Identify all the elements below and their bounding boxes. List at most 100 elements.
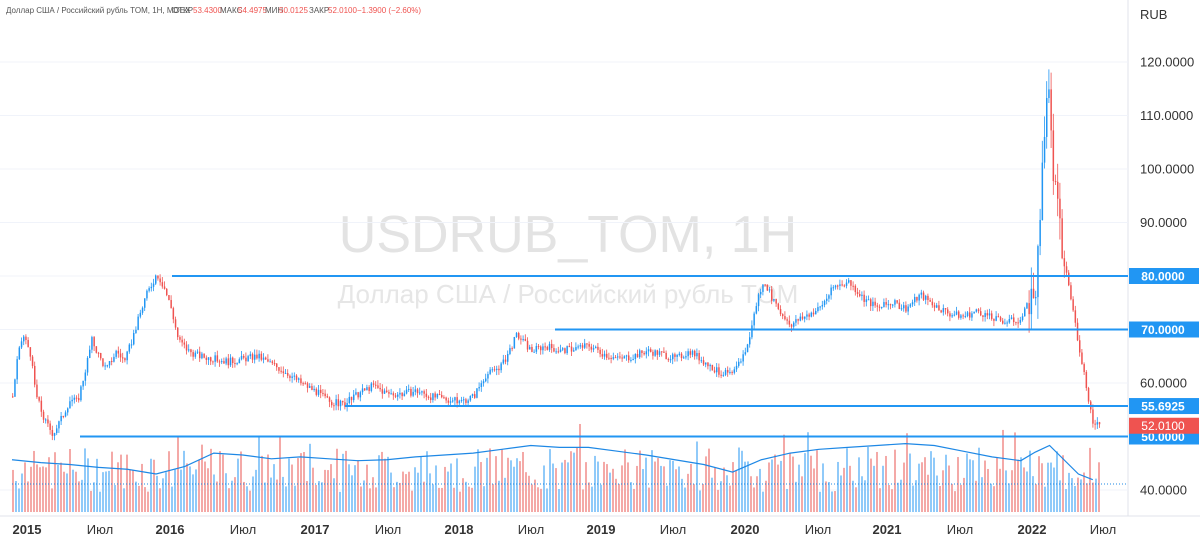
candle-body xyxy=(135,329,137,334)
volume-bar xyxy=(660,465,662,512)
candle-body xyxy=(284,373,287,375)
volume-bar xyxy=(846,448,848,512)
volume-bar xyxy=(309,443,311,512)
time-tick-label: Июл xyxy=(805,522,831,537)
volume-bar xyxy=(747,461,749,512)
price-tick-label: 40.0000 xyxy=(1140,483,1187,498)
volume-bar xyxy=(306,481,308,512)
candle-body xyxy=(515,333,518,338)
candle-body xyxy=(315,388,318,395)
volume-bar xyxy=(1068,472,1070,512)
candle-body xyxy=(672,354,674,360)
volume-bar xyxy=(375,487,377,512)
candle-body xyxy=(179,337,181,340)
volume-bar xyxy=(951,483,953,512)
candle-body xyxy=(337,399,340,407)
candle-body xyxy=(214,355,216,362)
candle-body xyxy=(909,304,912,307)
candle-body xyxy=(887,304,890,306)
volume-bar xyxy=(873,465,875,512)
candle-body xyxy=(586,343,588,345)
volume-bar xyxy=(1050,462,1052,512)
candle-body xyxy=(504,359,507,362)
volume-bar xyxy=(363,480,365,512)
volume-bar xyxy=(756,476,758,512)
candle-body xyxy=(720,374,722,376)
candle-body xyxy=(597,346,599,350)
candle-body xyxy=(841,284,843,286)
candle-body xyxy=(700,360,703,362)
candle-body xyxy=(905,305,907,312)
candle-body xyxy=(432,393,434,401)
volume-bar xyxy=(138,485,140,512)
time-tick-label: Июл xyxy=(87,522,113,537)
candle-body xyxy=(124,358,126,361)
volume-bar xyxy=(651,450,653,512)
candle-body xyxy=(900,308,903,310)
volume-bar xyxy=(1044,486,1046,512)
candle-body xyxy=(300,378,302,384)
volume-bar xyxy=(930,451,932,512)
candle-body xyxy=(632,358,634,360)
volume-bar xyxy=(942,470,944,512)
volume-bar xyxy=(978,447,980,512)
candle-body xyxy=(91,337,93,350)
candle-body xyxy=(744,352,747,355)
candle-body xyxy=(876,305,879,307)
candle-body xyxy=(579,345,582,347)
candle-body xyxy=(955,311,958,315)
candle-body xyxy=(359,392,362,398)
volume-bar xyxy=(627,462,629,512)
candle-body xyxy=(155,275,157,284)
candle-body xyxy=(309,386,311,388)
candle-body xyxy=(698,352,700,361)
candle-body xyxy=(1021,316,1024,320)
volume-bar xyxy=(999,468,1001,512)
candle-body xyxy=(964,315,967,317)
candle-body xyxy=(966,312,969,316)
volume-bar xyxy=(240,451,242,512)
candle-body xyxy=(856,292,859,294)
volume-bar xyxy=(45,467,47,512)
candle-body xyxy=(247,356,249,362)
volume-bar xyxy=(1098,462,1100,512)
volume-bar xyxy=(51,488,53,512)
volume-bar xyxy=(285,486,287,512)
candle-body xyxy=(918,294,920,301)
volume-bar xyxy=(336,448,338,512)
candle-body xyxy=(599,349,601,355)
candle-body xyxy=(837,285,839,287)
candle-body xyxy=(258,353,260,359)
candle-body xyxy=(1041,162,1044,220)
candle-body xyxy=(753,313,755,326)
candle-body xyxy=(885,302,887,305)
time-axis[interactable]: 2015 Июл 2016 Июл 2017 Июл 2018 Июл 2019 Июл 2020 И… xyxy=(13,522,1117,537)
volume-bar xyxy=(192,474,194,512)
candle-body xyxy=(929,300,931,302)
candle-body xyxy=(889,304,892,306)
volume-bar xyxy=(891,489,893,512)
volume-bar xyxy=(879,488,881,512)
volume-bar xyxy=(621,465,623,512)
time-tick-label: Июл xyxy=(1090,522,1116,537)
volume-bar xyxy=(171,486,173,512)
candle-body xyxy=(661,351,663,353)
volume-bar xyxy=(543,465,545,512)
price-axis[interactable]: 40.0000 60.0000 90.0000 100.0000 110.0000 120… xyxy=(1140,55,1194,498)
volume-bar xyxy=(330,464,332,512)
volume-bar xyxy=(318,481,320,512)
candle-body xyxy=(1032,288,1035,299)
candle-body xyxy=(687,351,689,357)
volume-bar xyxy=(585,462,587,512)
candle-body xyxy=(254,354,256,360)
candle-body xyxy=(1094,423,1096,425)
candle-body xyxy=(980,311,982,316)
candle-body xyxy=(1013,317,1015,323)
candle-body xyxy=(832,287,835,289)
level-label-bg xyxy=(1129,268,1199,284)
candle-body xyxy=(766,284,769,291)
candle-body xyxy=(452,400,454,402)
